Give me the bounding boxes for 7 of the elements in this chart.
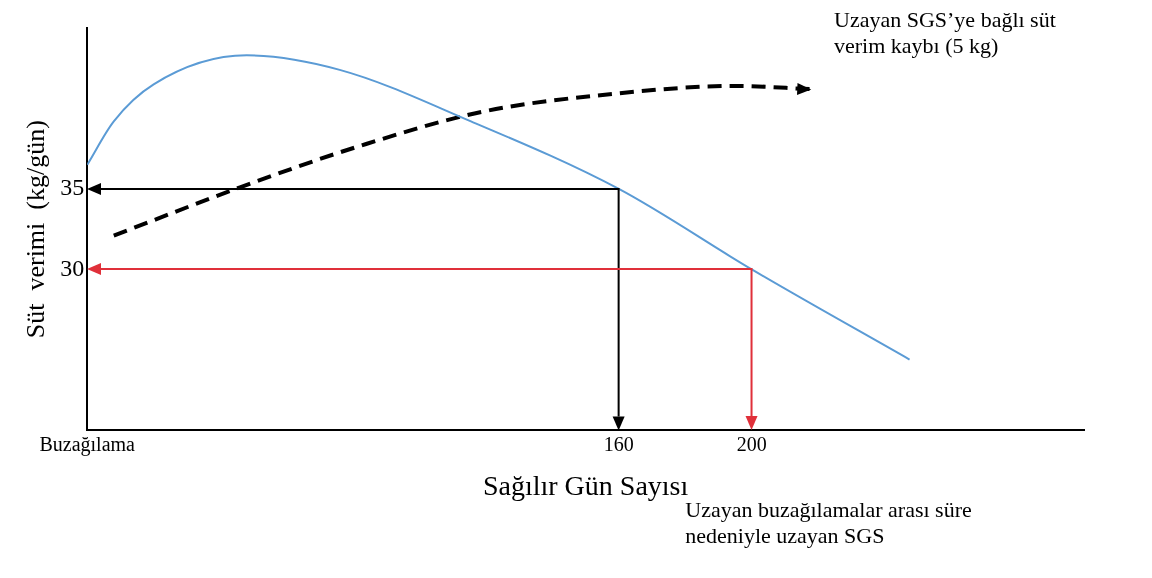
x-tick-label: Buzağılama <box>39 432 136 456</box>
x-tick-label: 160 <box>603 432 634 455</box>
y-tick-label: 35 <box>60 174 85 201</box>
annotation: Uzayan SGS’ye bağlı süt verim kaybı (5 kg) <box>834 6 1056 58</box>
y-axis-title: Süt verimi (kg/gün) <box>21 120 51 339</box>
y-tick-label: 30 <box>60 254 85 281</box>
x-tick-label: 200 <box>736 432 767 455</box>
